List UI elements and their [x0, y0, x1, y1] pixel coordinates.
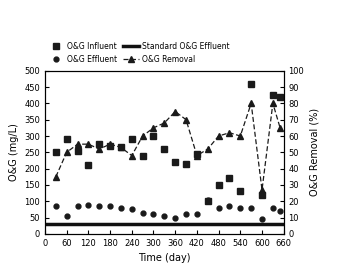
Legend: O&G Influent, O&G Effluent, Standard O&G Effluent, O&G Removal: O&G Influent, O&G Effluent, Standard O&G…: [49, 42, 229, 64]
O&G Influent: [195, 152, 199, 156]
O&G Removal: [162, 121, 166, 125]
O&G Effluent: [184, 213, 188, 216]
O&G Effluent: [75, 205, 80, 208]
O&G Effluent: [238, 206, 243, 209]
O&G Removal: [238, 134, 243, 138]
O&G Influent: [249, 82, 253, 85]
O&G Effluent: [173, 216, 177, 219]
O&G Influent: [206, 200, 210, 203]
Standard O&G Effluent: [43, 222, 47, 226]
O&G Influent: [54, 151, 58, 154]
O&G Influent: [217, 183, 221, 187]
O&G Removal: [54, 175, 58, 178]
O&G Influent: [140, 154, 145, 157]
O&G Influent: [271, 94, 275, 97]
X-axis label: Time (day): Time (day): [138, 253, 191, 263]
O&G Removal: [140, 134, 145, 138]
O&G Removal: [97, 147, 101, 151]
O&G Influent: [184, 162, 188, 165]
O&G Influent: [238, 190, 243, 193]
O&G Effluent: [152, 213, 156, 216]
Line: O&G Removal: O&G Removal: [52, 100, 284, 193]
O&G Effluent: [130, 208, 134, 211]
O&G Removal: [227, 131, 231, 134]
O&G Influent: [173, 160, 177, 164]
O&G Influent: [119, 146, 123, 149]
O&G Removal: [249, 102, 253, 105]
O&G Effluent: [195, 213, 199, 216]
O&G Removal: [260, 188, 264, 191]
O&G Effluent: [271, 206, 275, 209]
O&G Effluent: [260, 218, 264, 221]
O&G Effluent: [249, 206, 253, 209]
O&G Effluent: [65, 214, 69, 218]
O&G Removal: [278, 126, 282, 129]
O&G Effluent: [97, 205, 101, 208]
O&G Effluent: [86, 203, 90, 206]
O&G Effluent: [217, 206, 221, 209]
O&G Influent: [130, 138, 134, 141]
O&G Effluent: [162, 214, 166, 218]
O&G Influent: [75, 149, 80, 152]
O&G Influent: [97, 143, 101, 146]
O&G Removal: [195, 154, 199, 157]
Line: O&G Influent: O&G Influent: [53, 81, 283, 204]
O&G Removal: [217, 134, 221, 138]
O&G Effluent: [278, 209, 282, 213]
O&G Effluent: [54, 205, 58, 208]
O&G Influent: [260, 193, 264, 196]
O&G Removal: [65, 151, 69, 154]
Y-axis label: O&G (mg/L): O&G (mg/L): [9, 123, 19, 181]
O&G Removal: [119, 146, 123, 149]
O&G Influent: [152, 134, 156, 138]
O&G Effluent: [140, 211, 145, 214]
O&G Effluent: [108, 205, 112, 208]
O&G Influent: [162, 147, 166, 151]
Standard O&G Effluent: [43, 222, 47, 226]
O&G Effluent: [119, 206, 123, 209]
O&G Influent: [227, 177, 231, 180]
O&G Removal: [108, 143, 112, 146]
O&G Influent: [278, 95, 282, 98]
Line: O&G Effluent: O&G Effluent: [53, 197, 283, 222]
O&G Removal: [152, 126, 156, 129]
O&G Influent: [65, 138, 69, 141]
O&G Removal: [75, 143, 80, 146]
O&G Removal: [130, 154, 134, 157]
O&G Effluent: [227, 205, 231, 208]
O&G Removal: [184, 118, 188, 121]
Y-axis label: O&G Removal (%): O&G Removal (%): [310, 108, 320, 196]
O&G Effluent: [206, 198, 210, 201]
O&G Removal: [86, 143, 90, 146]
O&G Removal: [173, 110, 177, 113]
O&G Influent: [86, 164, 90, 167]
O&G Removal: [206, 147, 210, 151]
O&G Influent: [108, 144, 112, 147]
O&G Removal: [271, 102, 275, 105]
